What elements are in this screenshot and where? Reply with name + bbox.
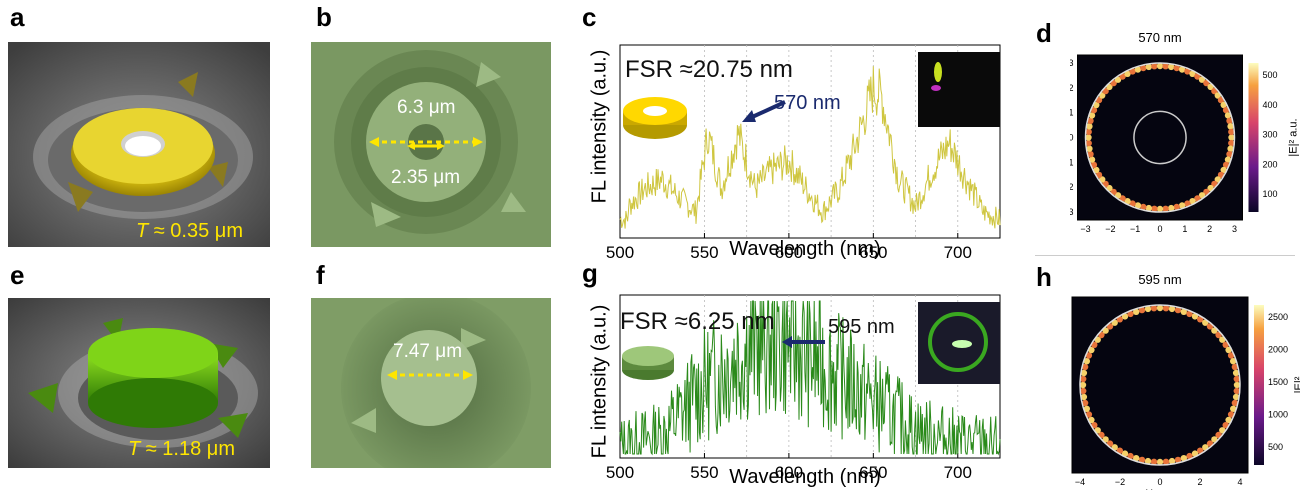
colorbar-label: |E|² a.u. <box>1288 118 1300 156</box>
y-tick-label: −2 <box>1070 182 1074 192</box>
colorbar <box>1254 305 1264 465</box>
colorbar-tick: 2000 <box>1268 345 1288 355</box>
sem-image-e: T ≈ 1.18 μm <box>8 298 270 468</box>
panel-letter-c: c <box>582 2 597 32</box>
inset-glow-c <box>934 62 942 82</box>
y-tick-label: 2 <box>1070 83 1074 93</box>
colorbar-label: |E|² <box>1293 376 1300 393</box>
x-tick-label: 0 <box>1157 477 1162 487</box>
map-divider <box>1035 255 1295 256</box>
colorbar-tick: 500 <box>1263 70 1278 80</box>
colorbar-tick: 200 <box>1263 159 1278 169</box>
inset-image-c <box>918 52 1000 127</box>
xlabel-c: Wavelength (nm) <box>729 238 881 260</box>
x-tick-label: 550 <box>690 243 718 262</box>
thickness-symbol-e: T <box>128 438 141 460</box>
inner-diameter-b: 2.35 μm <box>391 167 461 188</box>
outer-diameter-b: 6.3 μm <box>397 97 456 118</box>
colorbar-tick: 1500 <box>1268 377 1288 387</box>
gold-ring-icon <box>623 97 687 139</box>
outer-boundary <box>1084 62 1236 213</box>
x-tick-label: 600 <box>775 243 803 262</box>
x-tick-label: 700 <box>944 463 972 482</box>
x-tick-label: 2 <box>1197 477 1202 487</box>
panel-letter-g: g <box>582 258 598 288</box>
spectrum-line <box>619 66 1001 229</box>
arrow-head-icon <box>742 110 756 122</box>
outer-boundary <box>1079 304 1241 466</box>
panel-letter-d: d <box>1036 18 1052 48</box>
thickness-symbol-a: T <box>136 220 149 242</box>
peak-label-g: 595 nm <box>828 316 895 338</box>
mode-ring <box>1079 304 1241 466</box>
ylabel-g: FL intensity (a.u.) <box>588 304 611 459</box>
colorbar-tick: 100 <box>1263 189 1278 199</box>
optical-image-b: 6.3 μm 2.35 μm <box>311 42 551 247</box>
panel-letter-a: a <box>10 2 25 32</box>
inner-boundary <box>1133 110 1187 165</box>
sem-image-a: T ≈ 0.35 μm <box>8 42 270 247</box>
map-title-d: 570 nm <box>1138 30 1182 45</box>
x-tick-label: −3 <box>1080 224 1090 234</box>
x-tick-label: −2 <box>1105 224 1115 234</box>
green-disk-icon <box>622 346 674 380</box>
y-tick-label: −3 <box>1070 207 1074 217</box>
x-tick-label: 550 <box>690 463 718 482</box>
fsr-label-c: FSR ≈20.75 nm <box>625 56 793 83</box>
x-tick-label: 2 <box>1207 224 1212 234</box>
y-tick-label: 3 <box>1070 58 1074 68</box>
x-axis-label: X, μm <box>1146 488 1175 490</box>
thickness-label-e: T ≈ 1.18 μm <box>128 438 235 461</box>
panel-letter-f: f <box>316 260 325 290</box>
spectrum-chart-g: 500 550 600 650 700 <box>560 290 1020 490</box>
y-tick-label: 0 <box>1070 133 1074 143</box>
panel-letter-e: e <box>10 260 25 290</box>
ylabel-c: FL intensity (a.u.) <box>588 49 611 204</box>
colorbar-tick: 400 <box>1263 100 1278 110</box>
spectrum-chart-c: 500 550 600 650 700 <box>560 40 1020 270</box>
diameter-label-f: 7.47 μm <box>393 341 463 362</box>
colorbar <box>1248 63 1259 212</box>
optical-image-f: 7.47 μm <box>311 298 551 468</box>
x-tick-label: 700 <box>944 243 972 262</box>
y-tick-label: −1 <box>1070 157 1074 167</box>
fsr-label-g: FSR ≈6.25 nm <box>620 308 775 335</box>
map-title-h: 595 nm <box>1138 272 1182 287</box>
spectrum-line <box>619 300 1001 456</box>
colorbar-tick: 2500 <box>1268 312 1288 322</box>
inset-ring-g <box>928 312 988 372</box>
panel-letter-h: h <box>1036 262 1052 292</box>
thickness-value-a: ≈ 0.35 μm <box>148 220 243 242</box>
x-tick-label: −4 <box>1075 477 1085 487</box>
xlabel-g: Wavelength (nm) <box>729 466 881 488</box>
thickness-value-e: ≈ 1.18 μm <box>140 438 235 460</box>
thickness-label-a: T ≈ 0.35 μm <box>136 220 243 243</box>
mode-ring <box>1085 62 1235 213</box>
y-tick-label: 1 <box>1070 108 1074 118</box>
x-tick-label: 650 <box>859 463 887 482</box>
colorbar-tick: 300 <box>1263 130 1278 140</box>
arrow-icon <box>749 100 786 120</box>
x-tick-label: 500 <box>606 243 634 262</box>
x-tick-label: −2 <box>1115 477 1125 487</box>
x-tick-label: 0 <box>1157 224 1162 234</box>
x-tick-label: 600 <box>775 463 803 482</box>
x-tick-label: −1 <box>1130 224 1140 234</box>
field-map-h: −4−2024420−2−4X, μmY, μm2500200015001000… <box>1043 290 1303 495</box>
arrow-head-icon <box>782 336 792 348</box>
inset-glow2-c <box>931 85 941 91</box>
peak-label-c: 570 nm <box>774 92 841 114</box>
map-frame <box>1077 54 1243 221</box>
x-tick-label: 3 <box>1232 224 1237 234</box>
x-tick-label: 1 <box>1182 224 1187 234</box>
map-frame <box>1071 296 1249 474</box>
x-tick-label: 650 <box>859 243 887 262</box>
colorbar-tick: 1000 <box>1268 410 1288 420</box>
colorbar-tick: 500 <box>1268 442 1283 452</box>
x-tick-label: 500 <box>606 463 634 482</box>
x-tick-label: 4 <box>1237 477 1242 487</box>
inset-glow-g <box>952 340 972 348</box>
panel-letter-b: b <box>316 2 332 32</box>
